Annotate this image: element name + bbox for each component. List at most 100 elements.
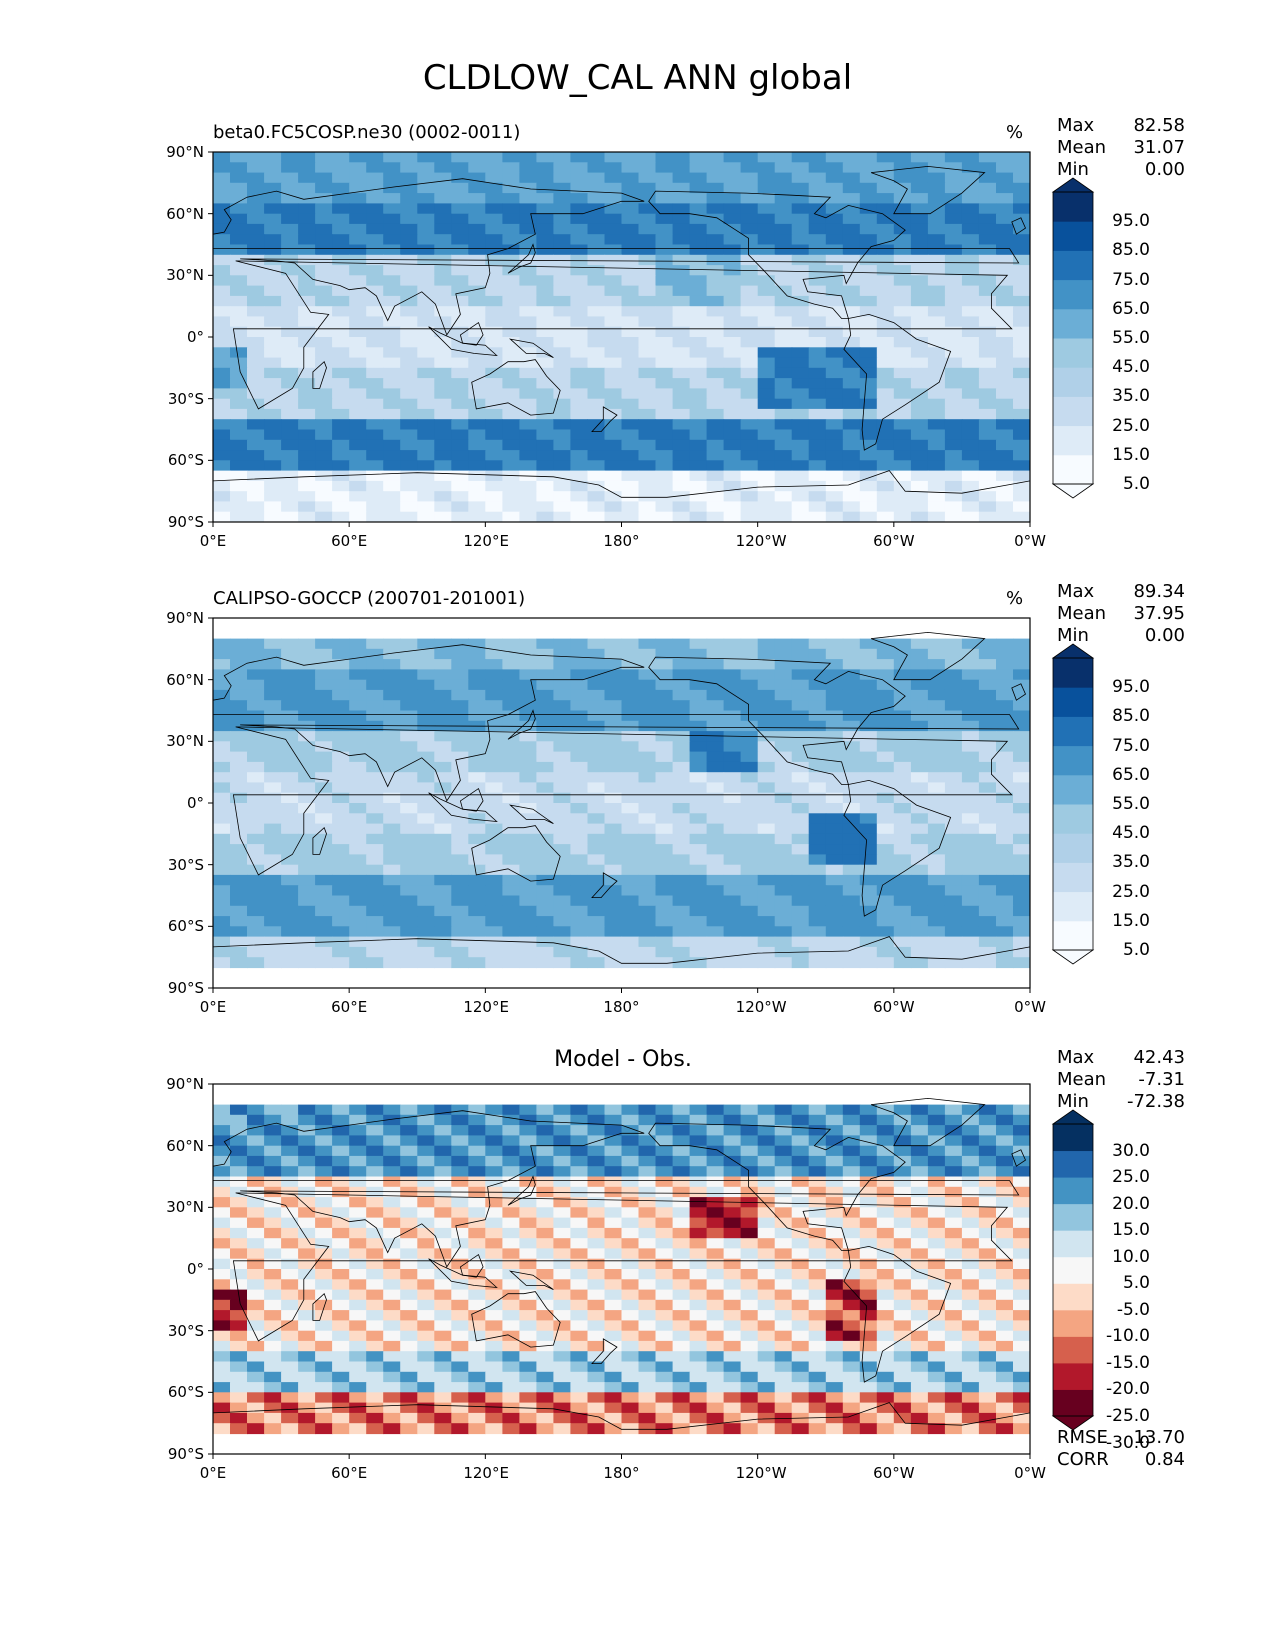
field-cell (315, 295, 333, 307)
field-cell (978, 460, 997, 472)
field-cell (791, 710, 810, 722)
field-cell (264, 659, 282, 670)
field-cell (213, 905, 231, 917)
field-cell (1013, 1155, 1030, 1167)
field-cell (791, 337, 810, 348)
field-cell (689, 936, 708, 948)
field-cell (1013, 501, 1030, 513)
field-cell (808, 741, 827, 753)
field-cell (434, 1412, 452, 1424)
field-cell (468, 1197, 486, 1208)
field-cell (672, 895, 691, 907)
field-cell (400, 772, 418, 784)
field-cell (927, 511, 946, 522)
field-cell (315, 1423, 333, 1435)
coastline-borneo (459, 787, 484, 812)
field-cell (774, 367, 793, 379)
field-cell (740, 679, 759, 691)
field-cell (740, 1320, 759, 1332)
field-cell (247, 1197, 265, 1208)
field-cell (247, 1114, 265, 1126)
field-cell (553, 439, 571, 451)
field-cell (417, 844, 435, 855)
field-cell (485, 398, 503, 410)
field-cell (468, 669, 486, 681)
field-cell (774, 669, 793, 681)
field-cell (859, 347, 878, 359)
stat-min-label: Min (1057, 159, 1089, 180)
field-cell (757, 648, 776, 660)
field-cell (264, 946, 282, 958)
field-cell (740, 1392, 759, 1404)
field-cell (638, 689, 657, 701)
field-cell (876, 761, 895, 773)
field-cell (757, 316, 776, 328)
field-cell (757, 460, 776, 472)
field-cell (910, 367, 929, 379)
field-cell (400, 1382, 418, 1393)
field-cell (774, 265, 793, 276)
field-cell (723, 864, 742, 876)
field-cell (213, 1392, 231, 1404)
field-cell (434, 388, 452, 400)
field-cell (519, 1207, 537, 1219)
field-cell (417, 689, 435, 701)
field-cell (893, 388, 912, 400)
field-cell (978, 388, 997, 400)
coastline-greenland (870, 1097, 986, 1147)
field-cell (366, 1299, 384, 1311)
field-cell (910, 885, 929, 897)
field-cell (536, 700, 554, 712)
field-cell (315, 1145, 333, 1157)
field-cell (366, 782, 384, 794)
field-cell (621, 1125, 640, 1136)
field-cell (383, 378, 401, 389)
field-cell (264, 275, 282, 287)
field-cell (859, 337, 878, 348)
field-cell (519, 895, 537, 907)
field-cell (247, 367, 265, 379)
figure-title: CLDLOW_CAL ANN global (422, 58, 853, 98)
field-cell (298, 1371, 316, 1383)
field-cell (638, 316, 657, 328)
field-cell (536, 285, 554, 297)
field-cell (247, 511, 265, 522)
field-cell (842, 1248, 861, 1260)
field-cell (706, 1248, 725, 1260)
field-cell (996, 1423, 1014, 1435)
field-cell (859, 1299, 878, 1311)
coastline-newzealand (591, 872, 618, 898)
field-cell (332, 429, 350, 441)
field-cell (808, 1289, 827, 1301)
field-cell (638, 1423, 657, 1435)
field-cell (842, 501, 861, 513)
field-cell (638, 926, 657, 938)
field-cell (655, 1361, 674, 1373)
field-cell (927, 864, 946, 876)
field-cells (213, 638, 1030, 969)
field-cell (774, 182, 793, 194)
field-cell (519, 946, 537, 958)
field-cell (944, 957, 963, 969)
field-cell (570, 957, 588, 969)
field-cell (519, 408, 537, 420)
field-cell (961, 1289, 980, 1301)
field-cell (536, 1104, 554, 1116)
field-cell (400, 720, 418, 732)
field-cell (570, 926, 588, 938)
field-cell (996, 813, 1014, 825)
field-cell (298, 1412, 316, 1424)
field-cell (536, 1289, 554, 1301)
field-cell (961, 885, 980, 897)
field-cell (825, 1114, 844, 1126)
field-cell (349, 761, 367, 773)
field-cell (417, 648, 435, 660)
field-cell (655, 833, 674, 845)
field-cell (468, 1279, 486, 1291)
field-cell (774, 1114, 793, 1126)
field-cell (672, 946, 691, 958)
field-cell (247, 1186, 265, 1198)
field-cell (536, 480, 554, 492)
field-cell (519, 1371, 537, 1383)
field-cell (706, 772, 725, 784)
